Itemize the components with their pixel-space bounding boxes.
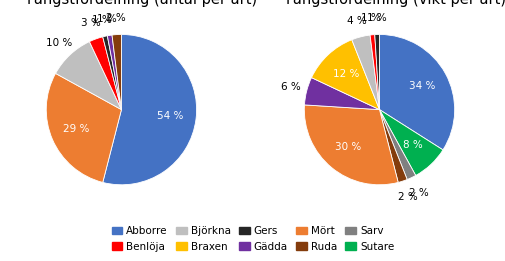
Text: 12 %: 12 % <box>332 69 359 79</box>
Text: 2 %: 2 % <box>408 188 428 198</box>
Wedge shape <box>379 34 454 150</box>
Text: 2 %: 2 % <box>397 192 417 202</box>
Wedge shape <box>56 41 121 110</box>
Text: 1 %: 1 % <box>366 13 386 23</box>
Wedge shape <box>46 73 121 182</box>
Text: 1 %: 1 % <box>91 15 111 25</box>
Text: 10 %: 10 % <box>45 38 72 48</box>
Wedge shape <box>379 110 442 175</box>
Text: 54 %: 54 % <box>157 111 183 121</box>
Text: 2 %: 2 % <box>106 13 125 23</box>
Text: 1 %: 1 % <box>360 13 380 23</box>
Wedge shape <box>107 35 121 110</box>
Wedge shape <box>89 37 121 110</box>
Legend: Abborre, Benlöja, Björkna, Braxen, Gers, Gädda, Mört, Ruda, Sarv, Sutare: Abborre, Benlöja, Björkna, Braxen, Gers,… <box>108 222 397 256</box>
Text: 29 %: 29 % <box>63 124 89 134</box>
Wedge shape <box>304 78 379 110</box>
Wedge shape <box>112 34 121 110</box>
Text: Fångstfördelning (vikt per art): Fångstfördelning (vikt per art) <box>285 0 504 7</box>
Wedge shape <box>311 40 379 110</box>
Text: 30 %: 30 % <box>335 142 361 152</box>
Text: 34 %: 34 % <box>409 81 435 91</box>
Wedge shape <box>351 35 379 110</box>
Text: 8 %: 8 % <box>402 140 422 150</box>
Text: 6 %: 6 % <box>280 82 300 92</box>
Text: Fångstfördelning (antal per art): Fångstfördelning (antal per art) <box>27 0 257 7</box>
Wedge shape <box>103 36 121 110</box>
Text: 4 %: 4 % <box>346 16 366 26</box>
Text: 1 %: 1 % <box>97 14 117 24</box>
Wedge shape <box>379 110 407 182</box>
Wedge shape <box>379 110 415 180</box>
Wedge shape <box>304 105 397 185</box>
Wedge shape <box>103 34 196 185</box>
Wedge shape <box>369 35 379 110</box>
Wedge shape <box>374 34 379 110</box>
Text: 3 %: 3 % <box>80 18 100 28</box>
